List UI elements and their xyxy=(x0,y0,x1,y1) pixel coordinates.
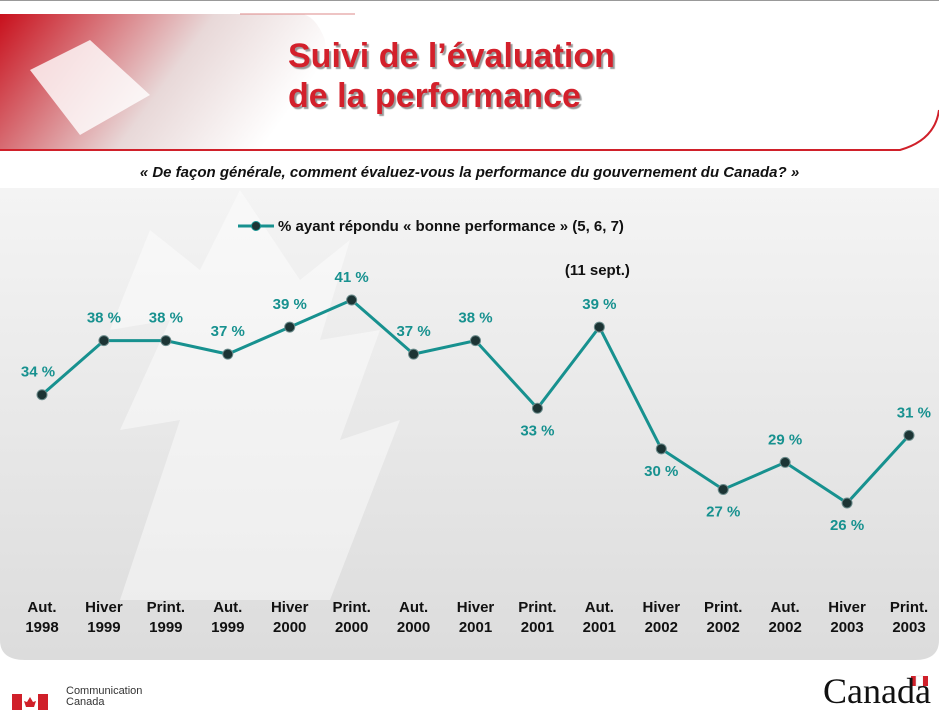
data-point xyxy=(471,336,481,346)
data-point xyxy=(656,444,666,454)
value-label: 41 % xyxy=(335,269,369,286)
value-label: 26 % xyxy=(830,517,864,534)
data-point xyxy=(904,430,914,440)
data-point xyxy=(37,390,47,400)
data-point xyxy=(532,403,542,413)
value-label: 38 % xyxy=(87,310,121,327)
value-label: 29 % xyxy=(768,431,802,448)
data-point xyxy=(223,349,233,359)
value-label: 34 % xyxy=(21,364,55,381)
slide-title: Suivi de l’évaluation de la performance xyxy=(288,36,658,116)
value-label: 39 % xyxy=(582,296,616,313)
value-label: 38 % xyxy=(149,310,183,327)
data-point xyxy=(718,484,728,494)
legend-label: % ayant répondu « bonne performance » (5… xyxy=(278,218,624,235)
data-point xyxy=(161,336,171,346)
data-point xyxy=(780,457,790,467)
value-label: 38 % xyxy=(458,310,492,327)
question: « De façon générale, comment évaluez-vou… xyxy=(0,164,939,181)
data-point xyxy=(285,322,295,332)
canada-flag-icon xyxy=(12,676,928,710)
data-point xyxy=(347,295,357,305)
data-point xyxy=(594,322,604,332)
value-label: 33 % xyxy=(520,422,554,439)
annotation: (11 sept.) xyxy=(565,262,630,279)
value-label: 27 % xyxy=(706,503,740,520)
value-label: 31 % xyxy=(897,404,931,421)
department-name: Communication Canada xyxy=(66,686,136,708)
value-label: 39 % xyxy=(273,296,307,313)
value-label: 37 % xyxy=(396,323,430,340)
data-point xyxy=(842,498,852,508)
wordmark: Canada xyxy=(823,670,931,712)
top-border xyxy=(0,0,939,1)
value-label: 37 % xyxy=(211,323,245,340)
data-point xyxy=(409,349,419,359)
data-point xyxy=(99,336,109,346)
page: % ayant répondu « bonne performance » (5… xyxy=(0,0,939,714)
legend-marker xyxy=(252,222,261,231)
value-label: 30 % xyxy=(644,463,678,480)
